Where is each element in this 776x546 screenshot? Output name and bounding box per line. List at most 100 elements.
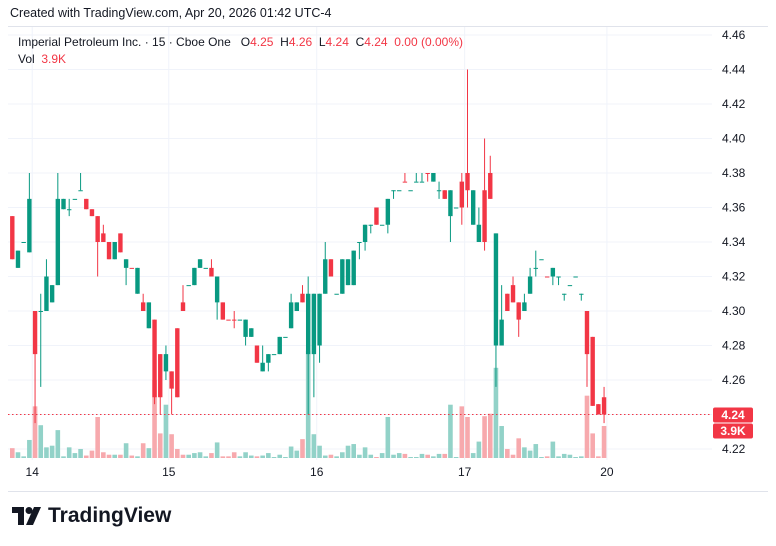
candle-body <box>260 362 265 372</box>
volume-bar <box>408 457 413 458</box>
candle <box>277 336 282 355</box>
close-label: C <box>355 35 365 49</box>
candle-body <box>32 311 38 355</box>
candle-body <box>300 293 305 303</box>
tradingview-logo-icon <box>12 507 41 525</box>
low-value: 4.24 <box>325 35 349 49</box>
candle-body <box>237 319 243 321</box>
volume-bar <box>129 455 135 458</box>
candle-body <box>323 259 328 294</box>
candle <box>220 302 226 320</box>
volume-bar <box>385 417 391 458</box>
candle-body <box>135 267 140 294</box>
candle <box>288 293 294 329</box>
volume-bar <box>78 448 83 458</box>
candle <box>414 173 419 183</box>
volume-bar <box>15 452 21 458</box>
volume-value: 3.9K <box>41 52 67 66</box>
candle-body <box>180 302 186 311</box>
candle-body <box>482 190 487 242</box>
volume-bar <box>448 404 453 458</box>
volume-bar <box>493 367 499 458</box>
volume-bar <box>271 457 277 458</box>
candle-body <box>140 302 146 311</box>
low-label: L <box>318 35 326 49</box>
volume-bar <box>66 447 72 458</box>
price-axis-label: 4.46 <box>722 28 746 42</box>
candle <box>101 224 106 242</box>
time-axis-label: 14 <box>26 465 40 479</box>
candle-body <box>95 216 100 242</box>
candle <box>32 311 38 424</box>
candle <box>590 336 595 406</box>
candle <box>55 173 61 286</box>
volume-bar <box>590 433 595 458</box>
price-axis-label: 4.42 <box>722 97 746 111</box>
candle <box>106 242 112 260</box>
volume-bar <box>465 417 470 458</box>
candle <box>84 198 89 210</box>
candle-body <box>243 319 248 337</box>
volume-bar <box>10 448 15 458</box>
volume-bar <box>522 447 527 458</box>
candle-body <box>220 302 226 320</box>
volume-bar <box>89 450 95 458</box>
time-axis-label: 20 <box>600 465 614 479</box>
high-value: 4.26 <box>288 35 313 49</box>
candle <box>140 293 146 311</box>
candle-body <box>101 233 106 242</box>
candle <box>135 267 140 294</box>
candle-body <box>226 319 231 321</box>
candle-body <box>118 233 123 253</box>
candle <box>44 259 49 311</box>
candle-body <box>163 354 169 372</box>
candle <box>209 259 214 277</box>
candle <box>499 285 504 346</box>
volume-bar <box>209 453 214 458</box>
volume-bar <box>561 453 567 458</box>
candle <box>203 267 208 269</box>
candle <box>493 233 499 387</box>
tradingview-logo: TradingView <box>12 504 171 528</box>
open-label: O <box>240 35 251 49</box>
candle-body <box>584 311 590 355</box>
candle-body <box>317 293 322 346</box>
volume-bar <box>527 450 533 458</box>
last-price-label: 4.24 <box>721 408 745 422</box>
price-axis-label: 4.34 <box>722 235 746 249</box>
candle <box>123 259 129 286</box>
symbol-title[interactable]: Imperial Petroleum Inc. · 15 · Cboe One <box>18 35 231 49</box>
candle <box>163 345 169 380</box>
volume-bar <box>95 417 100 458</box>
candle <box>442 190 447 199</box>
volume-bar <box>180 454 186 458</box>
candle-body <box>436 190 442 192</box>
candle <box>596 404 601 415</box>
volume-bar <box>596 456 601 458</box>
volume-bar <box>499 426 504 458</box>
candle-body <box>505 293 510 311</box>
candle-body <box>152 319 157 398</box>
time-axis-label: 15 <box>162 465 176 479</box>
candle-body <box>493 233 499 346</box>
volume-bar <box>362 447 368 458</box>
volume-bar <box>231 452 237 458</box>
candle <box>294 302 299 311</box>
candle <box>522 293 527 311</box>
volume-bar <box>601 426 607 458</box>
volume-bar <box>169 434 174 458</box>
candle-body <box>55 198 61 286</box>
candle <box>533 250 538 277</box>
candle-body <box>544 276 550 278</box>
volume-bar <box>197 452 203 458</box>
candle <box>470 190 476 225</box>
candle <box>152 319 157 405</box>
candle-body <box>442 190 447 199</box>
candle <box>340 259 345 294</box>
candle-body <box>448 190 453 217</box>
volume-bar <box>556 456 561 458</box>
volume-bar <box>140 443 146 458</box>
volume-bar <box>118 454 123 458</box>
candle <box>453 207 459 209</box>
